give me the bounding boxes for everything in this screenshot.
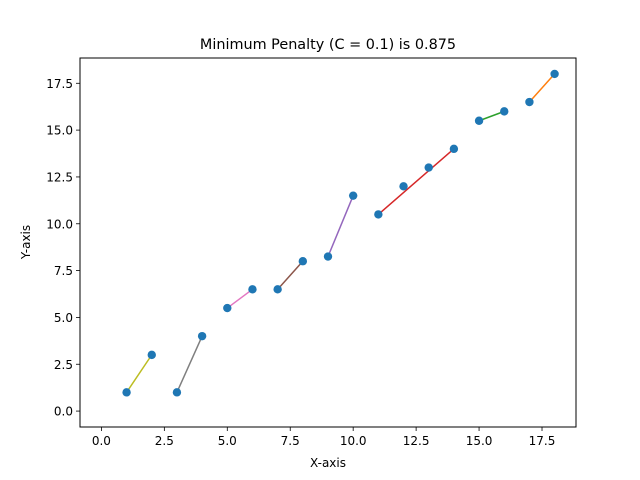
y-tick-label: 17.5 [46,77,73,91]
segment-line-2 [176,335,203,393]
x-tick-label: 15.0 [466,434,493,448]
data-point-5 [223,303,232,313]
segment-line-1 [125,354,153,393]
data-point-8 [298,257,308,266]
x-tick-label: 17.5 [529,434,556,448]
data-point-16 [500,107,509,116]
y-tick-label: 15.0 [46,124,73,138]
segment-line-8 [528,73,556,103]
data-point-12 [399,182,408,191]
data-point-9 [323,252,333,261]
data-point-11 [374,210,383,219]
x-tick-label: 12.5 [403,434,430,448]
axes-frame [79,57,577,428]
y-tick-label: 7.5 [54,264,73,278]
y-tick-label: 5.0 [54,311,73,325]
chart-title: Minimum Penalty (C = 0.1) is 0.875 [200,37,456,53]
data-point-10 [348,191,358,200]
data-point-1 [122,388,131,397]
y-tick-label: 10.0 [46,217,73,231]
segment-line-7 [478,110,505,122]
segment-line-3 [226,288,253,309]
data-point-13 [424,163,433,172]
y-axis: 0.0 2.5 5.0 7.5 10.0 12.5 15.0 17.5 [46,77,80,419]
data-point-2 [147,350,156,360]
segment-line-4 [277,260,304,290]
data-point-6 [248,285,257,294]
data-point-7 [273,285,282,294]
data-point-4 [197,331,207,341]
data-point-14 [449,144,459,154]
x-axis: 0.0 2.5 5.0 7.5 10.0 12.5 15.0 17.5 [92,427,556,448]
x-tick-label: 7.5 [281,434,300,448]
y-tick-label: 12.5 [46,170,73,184]
segment-line-6 [377,148,455,215]
plot-area [122,69,559,397]
x-axis-label: X-axis [310,456,346,470]
y-axis-label: Y-axis [19,225,33,260]
data-point-18 [550,69,559,79]
x-tick-label: 2.5 [155,434,174,448]
data-point-15 [474,116,484,125]
y-tick-label: 0.0 [54,405,73,419]
x-tick-label: 10.0 [340,434,367,448]
y-tick-label: 2.5 [54,358,73,372]
segment-line-5 [327,195,354,257]
data-point-3 [172,388,182,397]
x-tick-label: 0.0 [92,434,111,448]
data-point-17 [525,97,534,107]
x-tick-label: 5.0 [218,434,237,448]
